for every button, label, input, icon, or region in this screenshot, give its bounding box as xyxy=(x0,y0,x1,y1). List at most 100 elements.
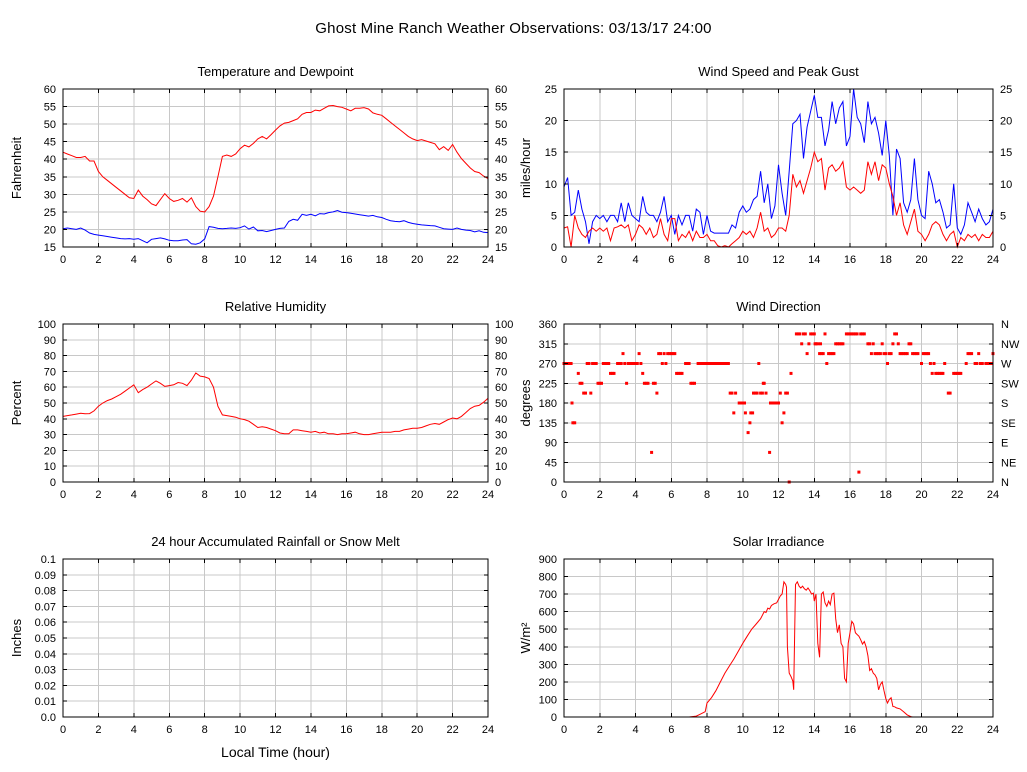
y-tick-label: 45 xyxy=(44,137,56,149)
y-tick-label: 900 xyxy=(539,554,557,566)
tick-labels: 0 2 4 6 8 10 12 14 16 18 20 22 240102030405060708090… xyxy=(38,319,513,501)
x-tick-label: 12 xyxy=(269,724,281,736)
y-tick-label: 600 xyxy=(539,607,557,619)
y-axis-label: Percent xyxy=(9,380,24,425)
y-tick-label: 25 xyxy=(545,84,557,96)
y-tick-label: 500 xyxy=(539,624,557,636)
x-tick-label: 4 xyxy=(131,724,137,736)
x-tick-label: 8 xyxy=(704,724,710,736)
x-tick-label: 22 xyxy=(951,489,963,501)
series-solar-irradiance xyxy=(564,580,993,718)
y-tick-label: 60 xyxy=(44,84,56,96)
x-tick-label: 12 xyxy=(269,254,281,266)
x-tick-label: 24 xyxy=(482,489,494,501)
x-tick-label: 2 xyxy=(95,724,101,736)
panel-wind-direction: 0 2 4 6 8 10 12 14 16 18 20 22 24 0 45 90 135 180 225 270 31… xyxy=(513,291,1027,526)
chart-title: 24 hour Accumulated Rainfall or Snow Mel… xyxy=(151,534,400,549)
compass-label: SE xyxy=(1001,418,1016,430)
y-tick-label-right: 100 xyxy=(495,319,513,331)
compass-label: W xyxy=(1001,359,1012,371)
tick-labels: 0 2 4 6 8 10 12 14 16 18 20 22 240.00.010.020.030.04… xyxy=(35,554,495,736)
x-tick-label: 6 xyxy=(166,489,172,501)
y-tick-label: 270 xyxy=(539,359,557,371)
x-tick-label: 16 xyxy=(844,724,856,736)
y-tick-label-right: 0 xyxy=(495,477,501,489)
y-tick-label: 15 xyxy=(545,147,557,159)
tick-labels: 0 2 4 6 8 10 12 14 16 18 20 22 240459013518022527031… xyxy=(539,319,1020,501)
chart-grid: 0 2 4 6 8 10 12 14 16 18 20 22 24 15 20 25 30 35 40 45 50 55 6… xyxy=(0,56,1027,772)
x-tick-label: 6 xyxy=(166,724,172,736)
x-tick-label: 20 xyxy=(915,489,927,501)
x-tick-label: 22 xyxy=(446,489,458,501)
compass-label: NE xyxy=(1001,457,1016,469)
panel-temperature-dewpoint: 0 2 4 6 8 10 12 14 16 18 20 22 24 15 20 25 30 35 40 45 50 55 6… xyxy=(0,56,513,291)
y-tick-label: 100 xyxy=(38,319,56,331)
x-tick-label: 24 xyxy=(482,254,494,266)
y-tick-label-right: 35 xyxy=(495,172,507,184)
x-tick-label: 14 xyxy=(808,254,820,266)
x-tick-label: 24 xyxy=(987,489,999,501)
y-tick-label-right: 25 xyxy=(1000,84,1012,96)
tick-labels: 0 2 4 6 8 10 12 14 16 18 20 22 240510152025051015202… xyxy=(545,84,1013,266)
x-tick-label: 20 xyxy=(411,254,423,266)
y-tick-label: 225 xyxy=(539,378,557,390)
wind-direction-chart: 0 2 4 6 8 10 12 14 16 18 20 22 240459013518022527031… xyxy=(518,299,1020,501)
y-tick-label: 100 xyxy=(539,694,557,706)
y-tick-label: 800 xyxy=(539,572,557,584)
y-tick-label: 25 xyxy=(44,207,56,219)
y-tick-label-right: 10 xyxy=(495,461,507,473)
y-tick-label-right: 55 xyxy=(495,102,507,114)
y-tick-label: 0.0 xyxy=(41,712,56,724)
x-tick-label: 20 xyxy=(915,254,927,266)
y-tick-label: 315 xyxy=(539,339,557,351)
y-tick-label: 0.01 xyxy=(35,696,56,708)
x-tick-label: 0 xyxy=(561,724,567,736)
x-tick-label: 18 xyxy=(880,254,892,266)
grid-lines xyxy=(63,89,488,247)
x-tick-label: 4 xyxy=(131,254,137,266)
x-tick-label: 20 xyxy=(915,724,927,736)
x-tick-label: 14 xyxy=(305,254,317,266)
y-tick-label: 0 xyxy=(50,477,56,489)
tick-labels: 0 2 4 6 8 10 12 14 16 18 20 22 240100200300400500600… xyxy=(539,554,999,736)
y-axis-label: W/m² xyxy=(518,622,533,654)
y-tick-label: 180 xyxy=(539,398,557,410)
y-tick-label: 20 xyxy=(44,445,56,457)
y-tick-label: 360 xyxy=(539,319,557,331)
x-tick-label: 2 xyxy=(597,489,603,501)
y-tick-label: 0.07 xyxy=(35,601,56,613)
y-axis-label: Fahrenheit xyxy=(9,137,24,200)
y-tick-label: 0 xyxy=(551,242,557,254)
x-tick-label: 22 xyxy=(446,254,458,266)
series-dewpoint xyxy=(62,209,489,245)
y-tick-label-right: 30 xyxy=(495,189,507,201)
y-tick-label-right: 60 xyxy=(495,84,507,96)
x-tick-label: 2 xyxy=(597,254,603,266)
x-tick-label: 12 xyxy=(772,489,784,501)
y-tick-label-right: 15 xyxy=(1000,147,1012,159)
chart-title: Temperature and Dewpoint xyxy=(197,64,353,79)
y-tick-label: 90 xyxy=(545,438,557,450)
series-peak-gust xyxy=(563,88,994,244)
y-axis-label: miles/hour xyxy=(518,137,533,198)
y-tick-label-right: 20 xyxy=(495,224,507,236)
y-tick-label: 45 xyxy=(545,457,557,469)
panel-wind-speed-gust: 0 2 4 6 8 10 12 14 16 18 20 22 24 0 5 10 15 20 25 0 5 10 15 20 2… xyxy=(513,56,1027,291)
x-tick-label: 10 xyxy=(234,254,246,266)
x-tick-label: 10 xyxy=(737,254,749,266)
y-tick-label: 20 xyxy=(545,116,557,128)
y-tick-label-right: 25 xyxy=(495,207,507,219)
x-tick-label: 12 xyxy=(269,489,281,501)
wind-speed-gust-chart: 0 2 4 6 8 10 12 14 16 18 20 22 240510152025051015202… xyxy=(518,64,1013,266)
y-tick-label: 50 xyxy=(44,119,56,131)
solar-irradiance-chart: 0 2 4 6 8 10 12 14 16 18 20 22 240100200300400500600… xyxy=(518,534,999,736)
y-tick-label: 10 xyxy=(545,179,557,191)
series-wind-speed xyxy=(563,150,994,249)
y-tick-label-right: 40 xyxy=(495,414,507,426)
y-tick-label-right: 60 xyxy=(495,382,507,394)
x-tick-label: 12 xyxy=(772,254,784,266)
y-tick-label-right: 30 xyxy=(495,430,507,442)
x-tick-label: 10 xyxy=(234,489,246,501)
x-tick-label: 14 xyxy=(305,724,317,736)
y-tick-label: 90 xyxy=(44,335,56,347)
